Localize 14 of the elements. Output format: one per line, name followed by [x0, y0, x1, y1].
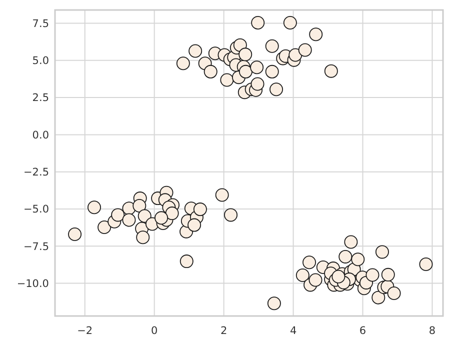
- x-tick-label: 8: [428, 325, 436, 337]
- y-tick-label: −5.0: [24, 204, 49, 216]
- y-tick-label: −10.0: [16, 278, 49, 290]
- x-tick-label: 4: [290, 325, 297, 337]
- y-tick-label: 5.0: [32, 55, 49, 68]
- x-tick-label: 6: [359, 325, 366, 337]
- y-tick-label: 7.5: [32, 18, 49, 30]
- y-tick-label: 0.0: [32, 129, 49, 142]
- y-tick-label: 2.5: [32, 92, 49, 104]
- y-tick-label: −2.5: [24, 166, 49, 179]
- x-tick-label: −2: [77, 325, 93, 337]
- x-tick-label: 0: [151, 325, 158, 337]
- y-tick-label: −7.5: [24, 240, 49, 253]
- x-tick-label: 2: [220, 325, 228, 337]
